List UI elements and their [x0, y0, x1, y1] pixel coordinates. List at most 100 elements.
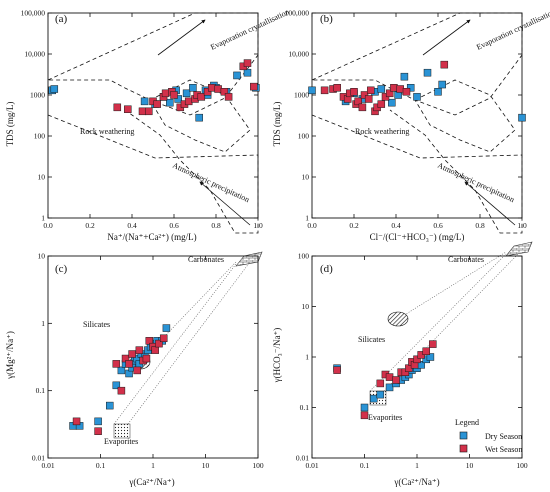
wet-season-point [133, 366, 141, 375]
wet-season-point [413, 355, 421, 364]
dry-season-point [400, 72, 409, 81]
wet-season-point [243, 59, 252, 67]
dry-season-point [413, 93, 421, 101]
dry-season-point [377, 85, 386, 93]
evaporation-label-b: Evaporation crystallisation [475, 7, 550, 51]
dry-season-point [182, 89, 191, 98]
panel-d: (d) Carbonates Silicates Evaporites 0.01… [272, 241, 533, 487]
x-tick-label: 1 [151, 461, 155, 470]
wet-season-point [392, 376, 400, 384]
y-tick-label: 100,000 [21, 9, 46, 18]
evaporites-label-d: Evaporites [368, 413, 402, 422]
wet-season-point [354, 97, 362, 106]
wet-season-point [113, 103, 122, 112]
wet-season-point [155, 339, 163, 348]
dry-season-point [388, 98, 396, 107]
legend-title: Legend [455, 418, 479, 427]
wet-season-point [135, 346, 144, 354]
wet-season-point [208, 84, 216, 92]
wet-season-point [153, 100, 161, 108]
x-tick-label: 0.01 [305, 461, 318, 470]
x-tick-label: 0.8 [475, 221, 485, 230]
wet-season-point [396, 85, 404, 93]
panel-a-envelope [47, 12, 259, 234]
dry-season-point [308, 86, 316, 95]
wet-season-point [161, 89, 170, 98]
dry-season-point [117, 366, 126, 375]
evaporation-label-a: Evaporation crystallisation [209, 7, 291, 51]
wet-season-point [333, 84, 341, 92]
panel-a-ylabel: TDS (mg/L) [5, 102, 15, 147]
x-tick-label: 0.0 [43, 221, 53, 230]
x-tick-label: 0.1 [96, 461, 106, 470]
silicates-endmember [387, 311, 409, 327]
wet-season-point [72, 417, 81, 426]
x-tick-label: 0.1 [360, 461, 370, 470]
wet-season-point [367, 86, 375, 95]
carbonates-label-d: Carbonates [448, 255, 484, 264]
panel-b-ylabel: TDS (mg/L) [272, 102, 282, 147]
mixing-line [113, 263, 237, 425]
dry-season-point [426, 353, 435, 361]
y-tick-label: 0.1 [300, 403, 310, 412]
evaporites-endmember [113, 423, 131, 439]
dry-season-point [369, 394, 378, 403]
x-tick-label: 0.4 [127, 221, 137, 230]
panel-b: (b) Evaporation crystallisation Rock wea… [272, 7, 550, 242]
x-tick-label: 0.4 [391, 221, 401, 230]
y-tick-label: 10,000 [24, 50, 45, 59]
silicates-label-c: Silicates [83, 320, 110, 329]
wet-season-point [350, 88, 358, 96]
x-tick-label: 100 [252, 461, 264, 470]
y-tick-label: 10 [302, 173, 310, 182]
dry-season-point [360, 403, 369, 412]
carbonates-endmember [235, 251, 263, 267]
panel-a: (a) Evaporation crystallisation Rock wea… [5, 7, 291, 242]
wet-season-point [376, 379, 385, 388]
legend-dry-swatch [459, 431, 468, 440]
wet-season-point [358, 103, 367, 112]
wet-season-point [94, 427, 102, 435]
y-tick-label: 0.1 [36, 386, 46, 395]
wet-season-point [390, 84, 398, 92]
dry-season-point [112, 381, 121, 390]
panel-d-axes: 0.01 0.1 1 10 100 0.01 0.1 1 10 100 [296, 252, 528, 471]
panel-b-xlabel: Cl⁻/(Cl⁻+HCO₃⁻) (mg/L) [370, 232, 465, 242]
dry-season-point [50, 85, 59, 93]
y-tick-label: 10,000 [288, 50, 309, 59]
y-tick-label: 10 [302, 302, 310, 311]
precipitation-label-a: Atmospheric precipitation [171, 161, 251, 205]
dry-season-point [406, 84, 415, 92]
x-tick-label: 100 [516, 461, 528, 470]
wet-season-point [224, 93, 233, 101]
wet-season-point [250, 82, 258, 91]
wet-season-point [203, 88, 212, 96]
dry-season-point [162, 324, 171, 332]
panel-c-axes: 0.01 0.1 1 10 100 0.01 0.1 1 10 [32, 252, 264, 471]
wet-season-point [197, 93, 206, 101]
x-tick-label: 10 [202, 461, 210, 470]
panel-c: (c) Carbonates Silicates Evaporites 0.01… [5, 252, 264, 488]
y-tick-label: 100 [298, 252, 310, 261]
panel-d-xlabel: γ(Ca²⁺/Na⁺) [393, 477, 439, 487]
panel-a-xlabel: Na⁺/(Na⁺+Ca²⁺) (mg/L) [107, 232, 196, 242]
wet-season-point [320, 86, 329, 95]
dry-season-point [166, 98, 174, 107]
wet-season-point [112, 360, 121, 368]
panel-c-xlabel: γ(Ca²⁺/Na⁺) [128, 477, 174, 487]
evaporites-label-c: Evaporites [104, 437, 138, 446]
y-tick-label: 1 [305, 353, 309, 362]
wet-season-point [402, 88, 411, 96]
panel-c-label: (c) [55, 263, 68, 275]
wet-season-point [124, 105, 132, 113]
dry-season-point [434, 88, 442, 96]
wet-season-point [385, 373, 394, 381]
wet-season-point [142, 354, 151, 363]
rock-weathering-label-a: Rock weathering [80, 127, 134, 136]
dry-season-point [423, 68, 432, 77]
wet-season-point [429, 340, 437, 348]
panel-d-label: (d) [320, 263, 333, 275]
panel-b-points [308, 60, 526, 122]
x-tick-label: 0.8 [211, 221, 221, 230]
